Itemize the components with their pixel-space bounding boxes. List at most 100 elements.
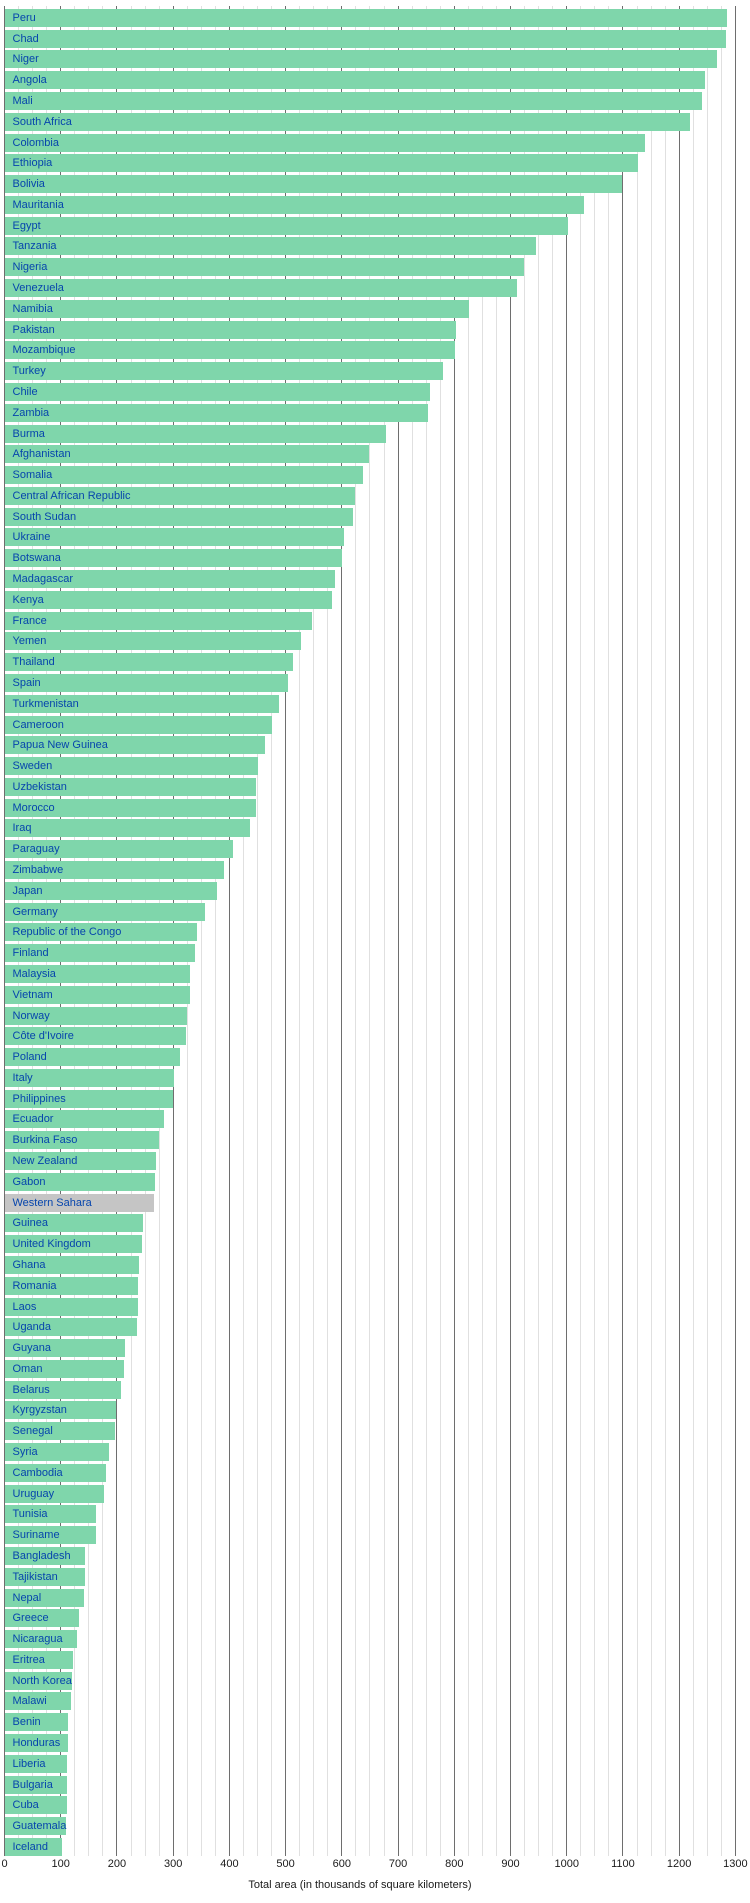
country-label-link[interactable]: Laos: [12, 1300, 37, 1313]
country-label-link[interactable]: Syria: [12, 1446, 38, 1459]
country-label-link[interactable]: Colombia: [12, 136, 59, 149]
country-label-link[interactable]: Papua New Guinea: [12, 739, 108, 752]
country-label-link[interactable]: Japan: [12, 884, 43, 897]
country-label-link[interactable]: Central African Republic: [12, 489, 131, 502]
bar: Colombia: [4, 133, 645, 152]
country-label-link[interactable]: Tajikistan: [12, 1570, 58, 1583]
country-label-link[interactable]: Angola: [12, 74, 47, 87]
country-label-link[interactable]: Egypt: [12, 219, 41, 232]
country-label-link[interactable]: Belarus: [12, 1383, 50, 1396]
country-label-link[interactable]: Tanzania: [12, 240, 57, 253]
country-label-link[interactable]: Pakistan: [12, 323, 55, 336]
country-label-link[interactable]: Afghanistan: [12, 448, 71, 461]
country-label-link[interactable]: Thailand: [12, 656, 55, 669]
country-label-link[interactable]: New Zealand: [12, 1155, 78, 1168]
country-label-link[interactable]: Iceland: [12, 1841, 48, 1853]
country-label-link[interactable]: Germany: [12, 905, 58, 918]
country-label-link[interactable]: United Kingdom: [12, 1238, 91, 1251]
country-label-link[interactable]: Western Sahara: [12, 1196, 92, 1209]
country-label-link[interactable]: Liberia: [12, 1757, 46, 1770]
country-label-link[interactable]: Uzbekistan: [12, 780, 67, 793]
country-label-link[interactable]: Madagascar: [12, 573, 74, 586]
country-label-link[interactable]: Venezuela: [12, 282, 64, 294]
country-label-link[interactable]: France: [12, 614, 47, 627]
country-label-link[interactable]: Zimbabwe: [12, 864, 64, 877]
bar: Benin: [4, 1713, 68, 1732]
country-label-link[interactable]: Cameroon: [12, 718, 64, 731]
country-label-link[interactable]: Ethiopia: [12, 157, 53, 170]
country-label-link[interactable]: Iraq: [12, 822, 32, 835]
country-label-link[interactable]: Nigeria: [12, 261, 48, 274]
country-label-link[interactable]: Botswana: [12, 552, 61, 565]
country-label-link[interactable]: Kenya: [12, 593, 44, 606]
country-label-link[interactable]: Bangladesh: [12, 1549, 71, 1562]
country-label-link[interactable]: Sweden: [12, 760, 53, 773]
country-label-link[interactable]: Cuba: [12, 1799, 39, 1812]
country-label-link[interactable]: Tunisia: [12, 1508, 48, 1521]
country-label-link[interactable]: Poland: [12, 1051, 47, 1064]
bar: Vietnam: [4, 985, 190, 1004]
country-label-link[interactable]: Benin: [12, 1716, 41, 1729]
country-label-link[interactable]: Suriname: [12, 1529, 60, 1542]
country-label-link[interactable]: Côte d'Ivoire: [12, 1030, 74, 1043]
country-label-link[interactable]: Niger: [12, 53, 39, 66]
country-label-link[interactable]: Namibia: [12, 302, 53, 315]
country-label-link[interactable]: Yemen: [12, 635, 47, 648]
country-label-link[interactable]: Gabon: [12, 1175, 46, 1188]
country-label-link[interactable]: Greece: [12, 1612, 49, 1625]
country-label-link[interactable]: Mozambique: [12, 344, 76, 357]
country-label-link[interactable]: Paraguay: [12, 843, 60, 856]
x-axis-tick-label: 900: [501, 1858, 520, 1870]
country-label-link[interactable]: Italy: [12, 1071, 33, 1084]
bar: Italy: [4, 1068, 174, 1087]
country-label-link[interactable]: Republic of the Congo: [12, 926, 122, 939]
country-label-link[interactable]: Guinea: [12, 1217, 48, 1230]
country-label-link[interactable]: Ecuador: [12, 1113, 54, 1126]
country-label-link[interactable]: Ukraine: [12, 531, 51, 544]
country-label-link[interactable]: South Sudan: [12, 510, 77, 523]
country-label-link[interactable]: Cambodia: [12, 1466, 63, 1479]
gridline-minor: [369, 6, 371, 1856]
country-label-link[interactable]: Honduras: [12, 1737, 61, 1750]
country-label-link[interactable]: Vietnam: [12, 988, 53, 1001]
country-label-link[interactable]: Oman: [12, 1362, 43, 1375]
bar: Syria: [4, 1443, 109, 1462]
country-label-link[interactable]: Uruguay: [12, 1487, 55, 1500]
country-label-link[interactable]: Bulgaria: [12, 1778, 53, 1791]
country-label-link[interactable]: Malawi: [12, 1695, 47, 1708]
country-label-link[interactable]: Eritrea: [12, 1653, 45, 1666]
country-label-link[interactable]: Spain: [12, 676, 41, 689]
country-label-link[interactable]: Norway: [12, 1009, 50, 1022]
country-label-link[interactable]: Morocco: [12, 801, 55, 814]
country-label-link[interactable]: Chile: [12, 385, 38, 398]
country-label-link[interactable]: Mauritania: [12, 198, 64, 211]
country-label-link[interactable]: Romania: [12, 1279, 57, 1292]
country-label-link[interactable]: Mali: [12, 94, 33, 107]
country-label-link[interactable]: Guyana: [12, 1342, 52, 1355]
country-label-link[interactable]: Burkina Faso: [12, 1134, 78, 1147]
country-label-link[interactable]: Guatemala: [12, 1820, 67, 1833]
country-label-link[interactable]: South Africa: [12, 115, 72, 128]
country-label-link[interactable]: Burma: [12, 427, 45, 440]
country-label-link[interactable]: Senegal: [12, 1425, 53, 1438]
country-label-link[interactable]: North Korea: [12, 1674, 72, 1687]
bar: Japan: [4, 881, 217, 900]
country-label-link[interactable]: Kyrgyzstan: [12, 1404, 67, 1417]
country-label-link[interactable]: Nepal: [12, 1591, 42, 1604]
country-label-link[interactable]: Ghana: [12, 1258, 46, 1271]
country-label-link[interactable]: Peru: [12, 11, 36, 24]
bar: Bulgaria: [4, 1775, 67, 1794]
country-label-link[interactable]: Malaysia: [12, 967, 56, 980]
country-label-link[interactable]: Turkey: [12, 365, 46, 378]
country-label-link[interactable]: Bolivia: [12, 178, 45, 191]
country-label-link[interactable]: Uganda: [12, 1321, 52, 1334]
country-label-link[interactable]: Chad: [12, 32, 39, 45]
bar: Burma: [4, 424, 386, 443]
country-label-link[interactable]: Philippines: [12, 1092, 66, 1105]
country-label-link[interactable]: Nicaragua: [12, 1633, 63, 1646]
bar: Turkmenistan: [4, 694, 279, 713]
country-label-link[interactable]: Somalia: [12, 469, 53, 482]
country-label-link[interactable]: Turkmenistan: [12, 697, 79, 710]
country-label-link[interactable]: Zambia: [12, 406, 50, 419]
country-label-link[interactable]: Finland: [12, 947, 49, 960]
